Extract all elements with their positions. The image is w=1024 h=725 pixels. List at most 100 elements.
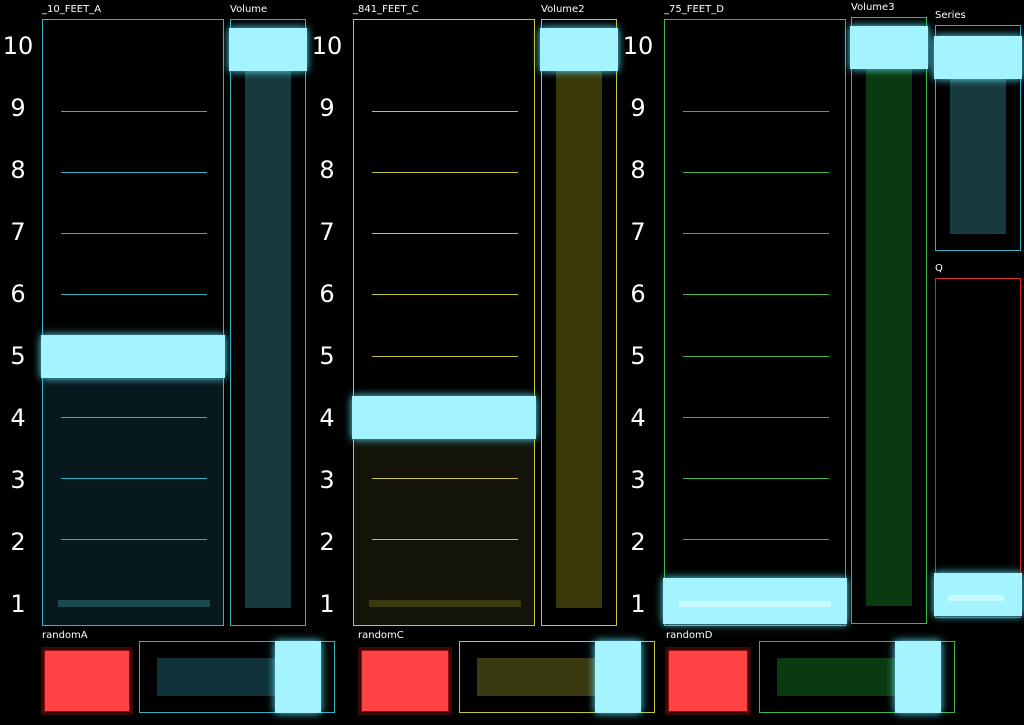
random-label-a: randomA: [42, 630, 88, 641]
scale-tick: 5: [630, 342, 646, 370]
random-slider-fill: [157, 658, 297, 696]
volume-slider-a[interactable]: [229, 19, 307, 626]
grid-line: [683, 111, 829, 112]
volume-label-a: Volume: [230, 4, 268, 15]
q-label: Q: [935, 263, 943, 274]
series-fill: [950, 54, 1006, 234]
volume-slider-d[interactable]: [850, 17, 928, 624]
step-fader-a[interactable]: [41, 19, 225, 626]
grid-line: [683, 356, 829, 357]
scale-tick: 10: [311, 32, 343, 60]
scale-tick: 5: [319, 342, 335, 370]
grid-line: [61, 172, 207, 173]
fader-fill: [43, 360, 223, 625]
step-fader-c[interactable]: [352, 19, 536, 626]
volume-handle[interactable]: [540, 28, 618, 71]
random-label-c: randomC: [358, 630, 404, 641]
volume-handle[interactable]: [850, 26, 928, 69]
scale-tick: 9: [10, 94, 26, 122]
volume-fill: [556, 50, 602, 608]
scale-tick: 4: [10, 404, 26, 432]
grid-line: [61, 233, 207, 234]
scale-tick: 3: [319, 466, 335, 494]
scale-tick: 8: [319, 156, 335, 184]
random-button-d[interactable]: [668, 650, 748, 712]
random-slider-handle[interactable]: [595, 641, 641, 713]
fader-label-a: _10_FEET_A: [42, 4, 102, 15]
volume-slider-c[interactable]: [540, 19, 618, 626]
random-slider-fill: [477, 658, 617, 696]
series-slider[interactable]: [934, 25, 1022, 251]
random-slider-fill: [777, 658, 917, 696]
grid-line: [61, 478, 207, 479]
grid-line: [372, 111, 518, 112]
scale-tick: 8: [630, 156, 646, 184]
scale-tick: 3: [10, 466, 26, 494]
scale-tick: 6: [319, 280, 335, 308]
scale-tick: 8: [10, 156, 26, 184]
series-handle[interactable]: [934, 36, 1022, 79]
scale-tick: 1: [319, 590, 335, 618]
scale-tick: 1: [10, 590, 26, 618]
handle-core: [948, 595, 1004, 601]
grid-line: [61, 539, 207, 540]
handle-core: [679, 601, 831, 607]
scale-tick: 6: [10, 280, 26, 308]
grid-line: [61, 417, 207, 418]
scale-tick: 6: [630, 280, 646, 308]
random-slider-handle[interactable]: [275, 641, 321, 713]
grid-line: [683, 233, 829, 234]
grid-line: [372, 478, 518, 479]
scale-tick: 7: [319, 218, 335, 246]
grid-line: [372, 233, 518, 234]
fader-base: [58, 600, 210, 607]
random-button-a[interactable]: [44, 650, 130, 712]
grid-line: [61, 111, 207, 112]
scale-tick: 4: [319, 404, 335, 432]
fader-base: [369, 600, 521, 607]
scale-tick: 4: [630, 404, 646, 432]
scale-tick: 7: [630, 218, 646, 246]
scale-tick: 7: [10, 218, 26, 246]
scale-tick: 5: [10, 342, 26, 370]
fader-handle[interactable]: [352, 396, 536, 439]
scale-tick: 10: [2, 32, 34, 60]
q-handle[interactable]: [934, 573, 1022, 616]
grid-line: [372, 294, 518, 295]
grid-line: [372, 172, 518, 173]
scale-tick: 2: [630, 528, 646, 556]
random-slider-d[interactable]: [759, 641, 955, 713]
scale-tick: 2: [319, 528, 335, 556]
grid-line: [683, 417, 829, 418]
random-label-d: randomD: [666, 630, 713, 641]
random-button-c[interactable]: [361, 650, 449, 712]
fader-fill: [354, 420, 534, 625]
grid-line: [372, 356, 518, 357]
scale-tick: 9: [319, 94, 335, 122]
grid-line: [61, 294, 207, 295]
fader-handle[interactable]: [41, 335, 225, 378]
scale-tick: 3: [630, 466, 646, 494]
scale-tick: 1: [630, 590, 646, 618]
scale-tick: 9: [630, 94, 646, 122]
random-slider-c[interactable]: [459, 641, 655, 713]
grid-line: [683, 539, 829, 540]
scale-tick: 2: [10, 528, 26, 556]
series-label: Series: [935, 10, 966, 21]
step-fader-d[interactable]: [663, 19, 847, 626]
random-slider-a[interactable]: [139, 641, 335, 713]
grid-line: [683, 294, 829, 295]
q-slider[interactable]: [934, 278, 1022, 618]
fader-handle[interactable]: [663, 578, 847, 624]
grid-line: [683, 172, 829, 173]
grid-line: [683, 478, 829, 479]
scale-tick: 10: [622, 32, 654, 60]
volume-fill: [245, 50, 291, 608]
random-slider-handle[interactable]: [895, 641, 941, 713]
fader-label-c: _841_FEET_C: [353, 4, 419, 15]
grid-line: [372, 539, 518, 540]
volume-label-d: Volume3: [851, 2, 895, 13]
volume-handle[interactable]: [229, 28, 307, 71]
volume-label-c: Volume2: [541, 4, 585, 15]
fader-label-d: _75_FEET_D: [664, 4, 724, 15]
